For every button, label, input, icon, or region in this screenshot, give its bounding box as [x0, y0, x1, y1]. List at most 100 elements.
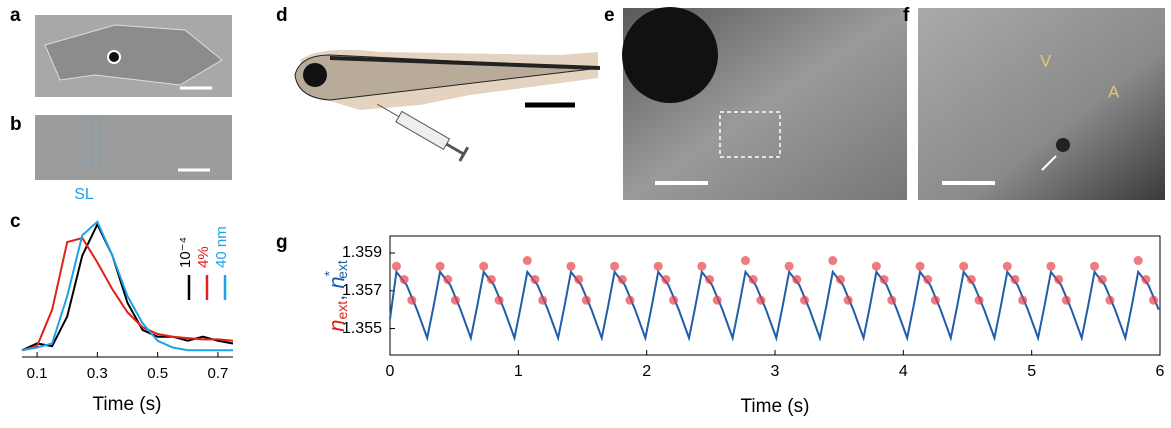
- panel-label: d: [276, 5, 288, 26]
- point: [1054, 274, 1064, 284]
- legend-label: 10⁻⁴: [177, 237, 194, 268]
- point: [712, 295, 722, 305]
- point: [974, 295, 984, 305]
- panel-label: e: [604, 5, 615, 26]
- x-tick-label: 0.3: [87, 365, 108, 382]
- series-line: [389, 269, 1160, 342]
- panel-label: g: [276, 232, 288, 253]
- point: [479, 261, 489, 271]
- y-tick-label: 1.357: [342, 282, 382, 299]
- point: [566, 261, 576, 271]
- point: [1141, 274, 1151, 284]
- arrow: [1041, 155, 1057, 171]
- point: [1105, 295, 1115, 305]
- y-tick-label: 1.355: [342, 320, 382, 337]
- point: [1097, 274, 1107, 284]
- point: [1018, 295, 1028, 305]
- inset-box: [719, 111, 781, 158]
- point: [828, 256, 838, 266]
- x-tick-label: 5: [1027, 363, 1036, 380]
- fish-eye: [303, 63, 327, 87]
- point: [581, 295, 591, 305]
- x-axis-label: Time (s): [93, 394, 162, 415]
- point: [748, 274, 758, 284]
- point: [1061, 295, 1071, 305]
- point: [887, 295, 897, 305]
- point: [784, 261, 794, 271]
- annotation: A: [1108, 82, 1120, 101]
- point: [443, 274, 453, 284]
- annotation: V: [1040, 51, 1052, 70]
- x-tick-label: 0.7: [207, 365, 228, 382]
- x-tick-label: 3: [771, 363, 780, 380]
- point: [930, 295, 940, 305]
- point: [610, 261, 620, 271]
- x-tick-label: 6: [1156, 363, 1165, 380]
- point: [391, 261, 401, 271]
- point: [1002, 261, 1012, 271]
- x-tick-label: 0.5: [147, 365, 168, 382]
- bead: [1056, 138, 1070, 152]
- point: [879, 274, 889, 284]
- image-f: [918, 8, 1165, 200]
- point: [697, 261, 707, 271]
- panel-label: c: [10, 211, 21, 232]
- annotation: SL: [74, 186, 94, 203]
- point: [871, 261, 881, 271]
- point: [522, 256, 532, 266]
- point: [625, 295, 635, 305]
- fish-stripe: [329, 56, 601, 70]
- sl-lines: [81, 115, 102, 172]
- series-line: [21, 236, 234, 352]
- point: [399, 274, 409, 284]
- legend-label: 4%: [195, 246, 212, 268]
- y-label-part: ext: [334, 301, 350, 320]
- point: [494, 295, 504, 305]
- point: [835, 274, 845, 284]
- point: [705, 274, 715, 284]
- point: [1010, 274, 1020, 284]
- x-tick-label: 2: [642, 363, 651, 380]
- point: [1149, 295, 1159, 305]
- point: [617, 274, 627, 284]
- syringe: [376, 103, 470, 162]
- y-label-part: ,: [324, 289, 349, 301]
- y-tick-label: 1.359: [342, 244, 382, 261]
- point: [450, 295, 460, 305]
- x-tick-label: 0: [386, 363, 395, 380]
- point: [653, 261, 663, 271]
- x-axis-label: Time (s): [741, 396, 810, 417]
- eye: [622, 7, 718, 103]
- point: [923, 274, 933, 284]
- y-label-part: n: [324, 276, 349, 288]
- panel-label: b: [10, 114, 22, 135]
- point: [800, 295, 810, 305]
- point: [740, 256, 750, 266]
- point: [966, 274, 976, 284]
- point: [435, 261, 445, 271]
- point: [407, 295, 417, 305]
- charts: c 0.1 0.3 0.5 0.7 Time (s) 10⁻⁴ 4% 40 nm g 0 1 2 3 4 5 6…: [10, 211, 1165, 417]
- point: [843, 295, 853, 305]
- cell: [44, 24, 223, 86]
- y-label-part: ext: [334, 260, 350, 279]
- legend-label: 40 nm: [213, 226, 230, 268]
- y-axis-label: next, n*ext: [321, 260, 350, 332]
- y-label-part: n: [324, 320, 349, 332]
- x-tick-label: 4: [899, 363, 908, 380]
- panel-label: f: [903, 5, 910, 26]
- point: [1133, 256, 1143, 266]
- x-tick-label: 0.1: [27, 365, 48, 382]
- series-line: [21, 222, 234, 352]
- point: [792, 274, 802, 284]
- point: [574, 274, 584, 284]
- point: [1090, 261, 1100, 271]
- panel-label: a: [10, 5, 21, 26]
- point: [959, 261, 969, 271]
- point: [1046, 261, 1056, 271]
- x-tick-label: 1: [514, 363, 523, 380]
- point: [756, 295, 766, 305]
- point: [538, 295, 548, 305]
- y-label-part: *: [321, 270, 337, 276]
